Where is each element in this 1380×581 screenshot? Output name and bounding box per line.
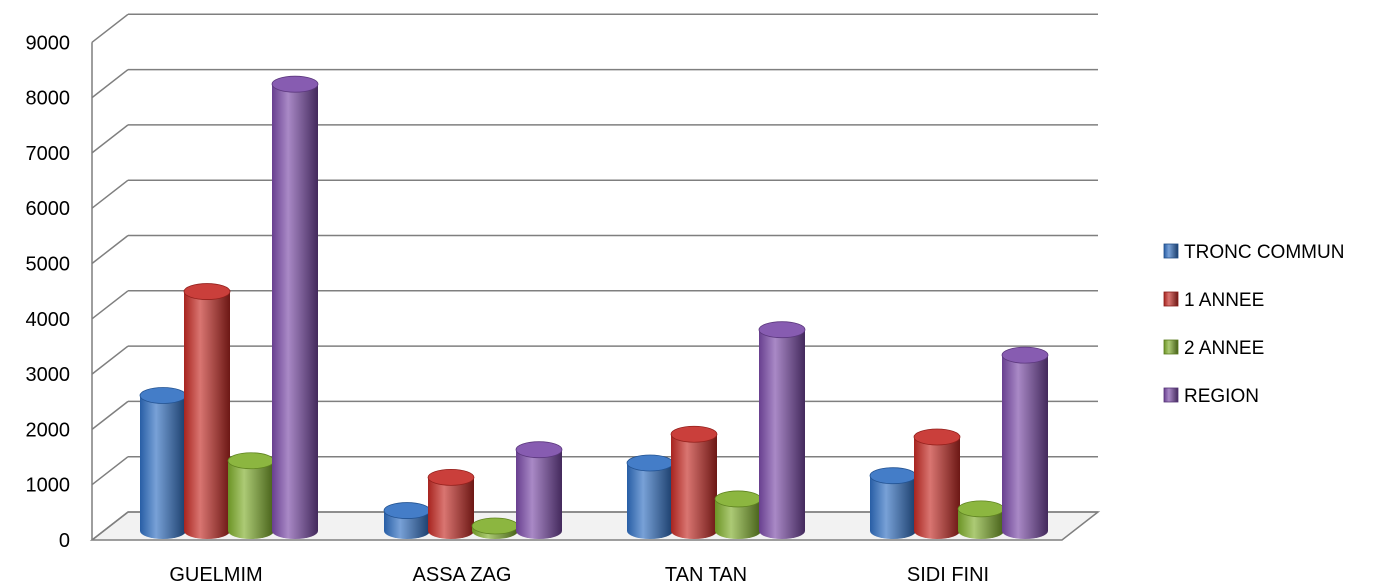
- legend-swatch: [1163, 339, 1179, 355]
- gridline-diagonal: [91, 69, 129, 99]
- y-tick-label: 1000: [26, 475, 71, 497]
- bar-top: [471, 517, 519, 535]
- gridline-diagonal: [91, 179, 129, 209]
- gridline-diagonal: [91, 511, 129, 541]
- bar: [139, 387, 187, 539]
- x-tick-label: GUELMIM: [169, 564, 262, 581]
- legend-label: REGION: [1184, 386, 1259, 407]
- legend-label: 2 ANNEE: [1184, 338, 1264, 359]
- bar-top: [758, 321, 806, 339]
- y-tick-label: 3000: [26, 364, 71, 386]
- bar-body: [184, 291, 230, 539]
- bar: [183, 283, 231, 539]
- x-axis-labels: GUELMIM ASSA ZAG TAN TAN SIDI FINI: [169, 564, 989, 581]
- bars: [139, 75, 1049, 540]
- bar: [227, 452, 275, 539]
- gridline-diagonal: [91, 234, 129, 265]
- legend-item: TRONC COMMUN: [1163, 242, 1344, 263]
- bar-top: [714, 490, 762, 508]
- legend-swatch: [1163, 291, 1179, 307]
- y-tick-label: 7000: [26, 143, 71, 165]
- gridline-diagonal: [91, 124, 129, 154]
- bar: [670, 425, 718, 539]
- bar-body: [870, 475, 916, 539]
- y-tick-label: 4000: [26, 309, 71, 331]
- legend-swatch: [1163, 243, 1179, 259]
- bar: [758, 321, 806, 539]
- bar-top: [139, 387, 187, 404]
- bar-top: [383, 502, 431, 519]
- bar: [869, 467, 917, 539]
- gridline-diagonal: [91, 456, 129, 486]
- bar: [957, 500, 1005, 539]
- x-tick-label: ASSA ZAG: [413, 564, 512, 581]
- bar-body: [715, 498, 761, 539]
- y-tick-label: 2000: [26, 419, 71, 441]
- bar: [714, 490, 762, 539]
- bar-top: [515, 441, 563, 459]
- bar: [271, 75, 319, 540]
- bar-body: [958, 508, 1004, 539]
- gridline-diagonal: [91, 290, 129, 320]
- bar-top: [271, 75, 319, 93]
- legend-item: 1 ANNEE: [1163, 290, 1264, 311]
- y-tick-label: 6000: [26, 198, 71, 220]
- bar-top: [626, 454, 674, 472]
- bar: [626, 454, 674, 539]
- gridline-diagonal: [91, 400, 129, 430]
- bar: [427, 468, 475, 539]
- gridline-diagonal: [91, 345, 129, 375]
- bar-top: [869, 467, 917, 485]
- bar-top: [427, 468, 475, 486]
- bar-body: [228, 460, 274, 539]
- legend: TRONC COMMUN 1 ANNEE 2 ANNEE REGION: [1163, 242, 1344, 407]
- y-tick-label: 9000: [26, 32, 71, 54]
- bar-top: [913, 428, 961, 446]
- legend-label: 1 ANNEE: [1184, 290, 1264, 311]
- bar: [913, 428, 961, 539]
- grid-layer: [89, 13, 1101, 541]
- y-tick-label: 5000: [26, 254, 71, 276]
- bar-body: [516, 449, 562, 539]
- bar: [471, 517, 519, 539]
- bar: [515, 441, 563, 539]
- bar-body: [1002, 355, 1048, 539]
- bar-top: [670, 425, 718, 443]
- bar-body: [428, 477, 474, 539]
- bar-body: [914, 436, 960, 539]
- y-axis-ticks: 0 1000 2000 3000 4000 5000 6000 7000 8000 9000: [26, 32, 71, 552]
- y-tick-label: 8000: [26, 88, 71, 110]
- legend-swatch: [1163, 387, 1179, 403]
- y-tick-label: 0: [59, 530, 70, 552]
- gridline-diagonal: [91, 13, 129, 43]
- bar: [1001, 346, 1049, 539]
- legend-item: REGION: [1163, 386, 1259, 407]
- bar-top: [957, 500, 1005, 518]
- bar-body: [272, 84, 318, 540]
- x-tick-label: TAN TAN: [665, 564, 747, 581]
- bar-top: [183, 283, 231, 300]
- legend-label: TRONC COMMUN: [1184, 242, 1344, 263]
- legend-item: 2 ANNEE: [1163, 338, 1264, 359]
- bar-body: [140, 395, 186, 539]
- x-tick-label: SIDI FINI: [907, 564, 989, 581]
- bar-body: [627, 462, 673, 539]
- bar: [383, 502, 431, 539]
- bar-body: [671, 434, 717, 539]
- bar-body: [759, 329, 805, 539]
- bar-top: [227, 452, 275, 470]
- bar-top: [1001, 346, 1049, 364]
